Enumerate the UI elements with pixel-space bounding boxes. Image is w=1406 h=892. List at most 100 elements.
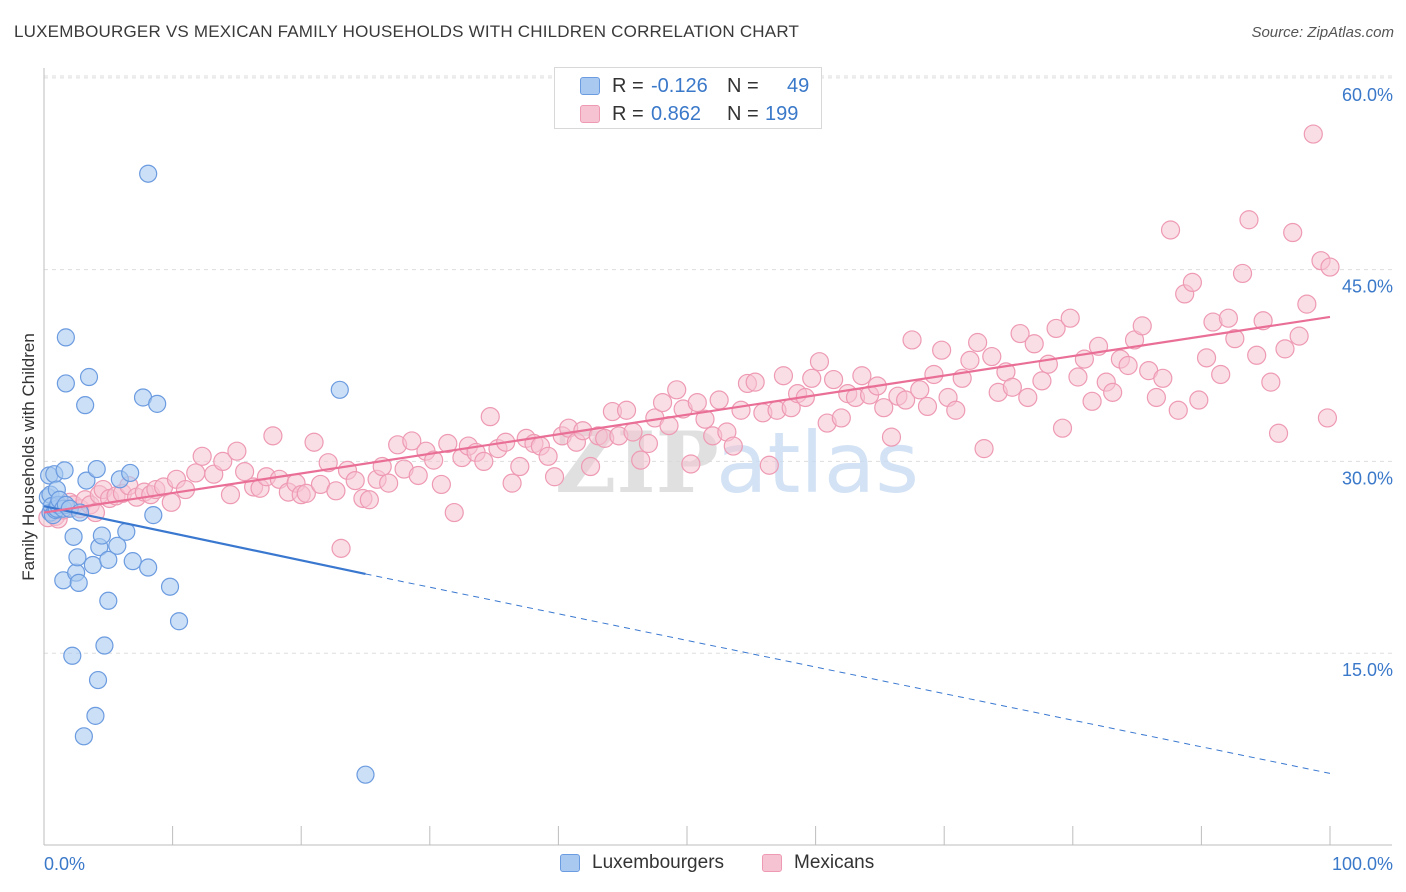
mexicans-point bbox=[1160, 220, 1181, 240]
legend-row-luxembourgers: R = -0.126 N = 49 bbox=[555, 72, 821, 100]
mexicans-point bbox=[745, 372, 765, 392]
mexicans-point bbox=[917, 396, 938, 417]
luxembourgers-point bbox=[144, 506, 163, 525]
luxembourgers-point bbox=[99, 550, 118, 569]
mexicans-point bbox=[438, 433, 458, 454]
n-value: 199 bbox=[765, 103, 799, 125]
r-value: -0.126 bbox=[651, 75, 708, 97]
mexicans-point bbox=[824, 369, 844, 390]
stats-legend: R = -0.126 N = 49 R = 0.862 N = 199 bbox=[554, 67, 822, 129]
mexicans-point bbox=[1289, 326, 1309, 346]
luxembourgers-point bbox=[55, 461, 74, 480]
luxembourgers-point bbox=[83, 555, 102, 575]
mexicans-point bbox=[852, 366, 872, 386]
mexicans-point bbox=[1182, 272, 1202, 293]
mexicans-point bbox=[359, 490, 379, 510]
mexicans-point bbox=[731, 400, 751, 420]
mexicans-point bbox=[161, 492, 181, 512]
luxembourgers-point bbox=[87, 459, 106, 479]
mexicans-point bbox=[932, 340, 952, 360]
legend-row-mexicans: R = 0.862 N = 199 bbox=[555, 100, 821, 128]
mexicans-points bbox=[38, 124, 1340, 558]
mexicans-point bbox=[982, 346, 1002, 367]
mexicans-point bbox=[502, 473, 522, 493]
y-tick-label: 60.0% bbox=[1342, 85, 1393, 105]
luxembourgers-points bbox=[38, 164, 375, 784]
mexicans-legend-label: Mexicans bbox=[794, 852, 875, 873]
luxembourgers-swatch bbox=[580, 77, 600, 95]
mexicans-point bbox=[1132, 316, 1152, 336]
luxembourgers-point bbox=[88, 670, 108, 690]
mexicans-point bbox=[881, 427, 902, 447]
mexicans-point bbox=[1218, 308, 1239, 328]
mexicans-point bbox=[1317, 408, 1338, 428]
mexicans-trend-line bbox=[43, 315, 1331, 514]
luxembourgers-point bbox=[330, 380, 349, 399]
luxembourgers-point bbox=[77, 471, 96, 490]
mexicans-point bbox=[1153, 368, 1173, 388]
n-value: 49 bbox=[787, 75, 810, 97]
mexicans-point bbox=[874, 398, 894, 418]
trend-lines bbox=[43, 315, 1331, 774]
mexicans-point bbox=[802, 368, 822, 388]
mexicans-point bbox=[1232, 263, 1253, 284]
mexicans-point bbox=[379, 473, 399, 493]
mexicans-point bbox=[580, 456, 601, 477]
mexicans-point bbox=[1168, 400, 1188, 420]
mexicans-point bbox=[974, 439, 994, 459]
mexicans-point bbox=[1261, 372, 1281, 392]
mexicans-point bbox=[402, 431, 422, 451]
mexicans-point bbox=[345, 470, 365, 491]
mexicans-point bbox=[1146, 387, 1166, 408]
r-value: 0.862 bbox=[651, 103, 702, 125]
luxembourgers-point bbox=[108, 536, 127, 555]
r-label: R = bbox=[612, 103, 644, 125]
mexicans-point bbox=[1052, 418, 1073, 438]
x-tick-label: 100.0% bbox=[1332, 854, 1393, 874]
mexicans-point bbox=[192, 446, 212, 466]
mexicans-point bbox=[946, 400, 966, 420]
luxembourgers-point bbox=[56, 374, 75, 393]
n-label: N = bbox=[727, 103, 759, 125]
mexicans-point bbox=[227, 441, 247, 461]
mexicans-point bbox=[1032, 371, 1052, 391]
luxembourgers-point bbox=[76, 396, 95, 415]
mexicans-swatch bbox=[580, 105, 600, 123]
mexicans-point bbox=[186, 463, 206, 483]
mexicans-point bbox=[896, 390, 916, 410]
luxembourgers-point bbox=[63, 646, 82, 665]
luxembourgers-point bbox=[356, 765, 375, 784]
x-tick-label: 0.0% bbox=[44, 854, 85, 874]
mexicans-point bbox=[1103, 382, 1123, 402]
mexicans-point bbox=[474, 451, 494, 472]
mexicans-point bbox=[1225, 329, 1245, 349]
mexicans-point bbox=[687, 392, 707, 413]
y-tick-label: 30.0% bbox=[1342, 468, 1393, 488]
mexicans-point bbox=[1275, 339, 1295, 359]
mexicans-point bbox=[1046, 318, 1066, 339]
mexicans-point bbox=[723, 436, 743, 456]
mexicans-point bbox=[667, 380, 687, 400]
luxembourgers-trend-extension bbox=[365, 573, 1331, 774]
mexicans-point bbox=[235, 462, 255, 482]
y-axis-label: Family Households with Children bbox=[19, 333, 38, 581]
luxembourgers-point bbox=[160, 577, 180, 596]
y-tick-label: 45.0% bbox=[1342, 277, 1393, 297]
mexicans-point bbox=[809, 352, 830, 372]
mexicans-point bbox=[831, 408, 851, 428]
mexicans-point bbox=[326, 481, 346, 501]
mexicans-point bbox=[213, 451, 233, 472]
luxembourgers-point bbox=[139, 164, 158, 183]
mexicans-point bbox=[1247, 345, 1267, 365]
luxembourgers-point bbox=[74, 727, 93, 746]
luxembourgers-legend-label: Luxembourgers bbox=[592, 852, 725, 873]
luxembourgers-point bbox=[148, 394, 167, 413]
mexicans-point bbox=[616, 400, 637, 420]
mexicans-point bbox=[1118, 355, 1138, 376]
mexicans-point bbox=[681, 454, 701, 474]
mexicans-point bbox=[220, 485, 241, 505]
mexicans-point bbox=[544, 467, 565, 487]
mexicans-point bbox=[408, 465, 428, 486]
axes bbox=[43, 68, 1392, 846]
